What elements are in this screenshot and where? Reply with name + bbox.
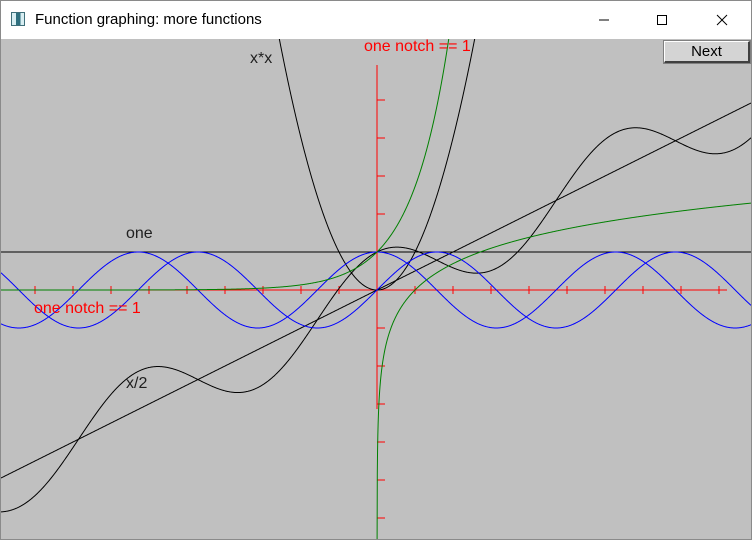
- function-label-half: x/2: [126, 375, 148, 392]
- x-axis-label: one notch == 1: [34, 300, 141, 317]
- function-label-square: x*x: [250, 50, 273, 67]
- minimize-icon: [599, 19, 609, 21]
- close-button[interactable]: [693, 1, 751, 39]
- curve-log: [376, 202, 751, 539]
- curve-exp: [1, 39, 450, 291]
- maximize-icon: [657, 15, 667, 25]
- window-title: Function graphing: more functions: [35, 11, 262, 28]
- app-icon: [11, 12, 25, 26]
- minimize-button[interactable]: [575, 1, 633, 39]
- maximize-button[interactable]: [633, 1, 691, 39]
- curve-cos: [1, 251, 751, 329]
- close-icon: [716, 14, 728, 26]
- curve-sin: [1, 251, 751, 329]
- graph-canvas: one notch == 1 one notch == 1 x*x one x/…: [1, 39, 751, 539]
- title-bar[interactable]: Function graphing: more functions: [1, 1, 751, 39]
- next-button[interactable]: Next: [663, 40, 751, 64]
- function-plot: [1, 39, 751, 539]
- curve-cos-plus-half: [1, 127, 751, 513]
- y-axis-label: one notch == 1: [364, 39, 471, 55]
- function-label-one: one: [126, 225, 153, 242]
